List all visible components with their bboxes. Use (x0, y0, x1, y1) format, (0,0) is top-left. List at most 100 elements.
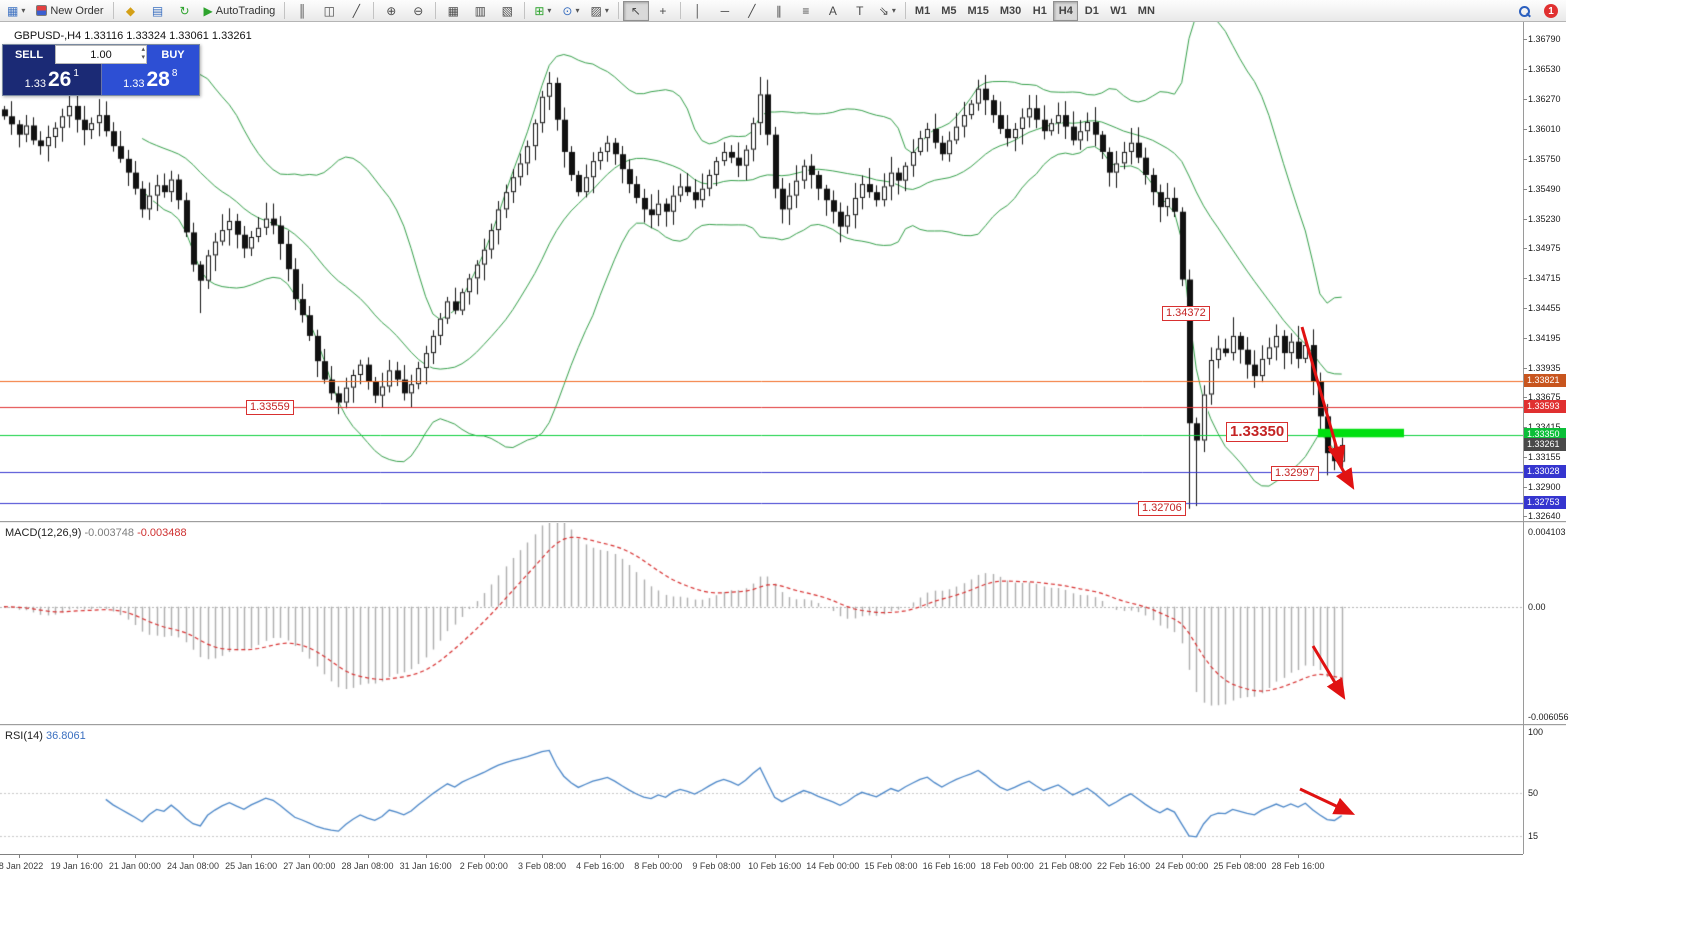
time-axis-tick (426, 855, 427, 858)
price-axis-tag: 1.33593 (1524, 399, 1566, 413)
mt4-window: ▦ ▾ New Order ◆ ▤ ↻ ▶ AutoTrading ║ ◫ ╱ … (0, 0, 1566, 875)
stepper-down-icon[interactable]: ▾ (141, 54, 145, 61)
time-axis-label: 24 Jan 08:00 (166, 861, 220, 871)
market-watch-button[interactable]: ▤ (145, 1, 171, 21)
time-axis-label: 25 Jan 16:00 (225, 861, 278, 871)
arrows-button[interactable]: ⇘ ▾ (874, 1, 901, 21)
time-axis-tick (193, 855, 194, 858)
rsi-axis-label: 15 (1528, 830, 1539, 841)
time-axis-label: 8 Feb 00:00 (634, 861, 683, 871)
line-chart-icon: ╱ (352, 3, 360, 18)
price-axis-label: 1.35490 (1528, 183, 1561, 194)
rsi-axis-label: 50 (1528, 788, 1539, 799)
macd-axis-label: 0.00 (1528, 601, 1546, 612)
channel-button[interactable]: ∥ (766, 1, 792, 21)
buy-price-big: 28 (146, 67, 170, 91)
tile-windows-icon: ▦ (447, 3, 459, 18)
indicators-button[interactable]: ⊞ ▾ (529, 1, 556, 21)
buy-price[interactable]: 1.33 28 8 (101, 64, 199, 95)
timeframe-m1-button[interactable]: M1 (914, 4, 931, 17)
autotrading-label: AutoTrading (215, 4, 276, 17)
volume-stepper[interactable]: ▴ ▾ (141, 46, 145, 62)
line-chart-button[interactable]: ╱ (343, 1, 369, 21)
timeframe-h1-button[interactable]: H1 (1032, 4, 1047, 17)
sell-button[interactable]: SELL (3, 45, 55, 64)
price-axis-label: 1.36010 (1528, 123, 1561, 134)
tile-windows-button[interactable]: ▦ (440, 1, 466, 21)
periods-button[interactable]: ⊙ ▾ (557, 1, 584, 21)
symbol-ohlc-readout: GBPUSD-,H4 1.33116 1.33324 1.33061 1.332… (14, 30, 252, 42)
volume-input[interactable]: 1.00 ▴ ▾ (55, 45, 147, 64)
chart-shift-button[interactable]: ▧ (494, 1, 520, 21)
search-button[interactable] (1511, 1, 1537, 21)
crosshair-button[interactable]: + (650, 1, 676, 21)
timeframe-m30-button[interactable]: M30 (999, 4, 1022, 17)
time-axis-label: 19 Jan 16:00 (50, 861, 103, 871)
time-axis-label: 31 Jan 16:00 (399, 861, 452, 871)
time-axis-label: 21 Feb 08:00 (1038, 861, 1092, 871)
macd-chart-canvas[interactable] (0, 523, 1523, 724)
expert-advisors-button[interactable]: ◆ (118, 1, 144, 21)
timeframe-h4-button[interactable]: H4 (1053, 0, 1079, 21)
timeframe-d1-button[interactable]: D1 (1084, 4, 1099, 17)
toolbar-separator (112, 2, 114, 19)
horizontal-line-button[interactable]: ─ (712, 1, 738, 21)
timeframe-mn-button[interactable]: MN (1137, 4, 1155, 17)
market-watch-icon: ▤ (151, 3, 164, 18)
auto-scroll-button[interactable]: ▥ (467, 1, 493, 21)
text-button[interactable]: A (820, 1, 846, 21)
rsi-value: 36.8061 (45, 730, 86, 742)
fibonacci-button[interactable]: ≡ (793, 1, 819, 21)
one-click-trading-panel: SELL 1.00 ▴ ▾ BUY 1.33 26 1 1.33 28 8 (2, 44, 200, 96)
sell-price[interactable]: 1.33 26 1 (3, 64, 102, 95)
macd-indicator-label: MACD(12,26,9) -0.003748 -0.003488 (5, 527, 187, 539)
price-chart-canvas[interactable] (0, 22, 1523, 521)
auto-scroll-icon: ▥ (474, 3, 486, 18)
sell-price-big: 26 (48, 67, 72, 91)
price-axis-tag: 1.33028 (1524, 464, 1566, 478)
timeframe-w1-button[interactable]: W1 (1110, 4, 1127, 17)
text-label-button[interactable]: T (847, 1, 873, 21)
rsi-chart-canvas[interactable] (0, 726, 1523, 854)
toolbar-separator (524, 2, 526, 19)
templates-button[interactable]: ▨ ▾ (585, 1, 613, 21)
price-axis-label: 1.33935 (1528, 362, 1561, 373)
stepper-up-icon[interactable]: ▴ (141, 46, 145, 53)
time-axis-tick (1240, 855, 1241, 858)
time-axis-tick (135, 855, 136, 858)
time-axis-label: 2 Feb 00:00 (459, 861, 508, 871)
time-axis-tick (251, 855, 252, 858)
price-axis-label: 1.34715 (1528, 272, 1561, 283)
bar-chart-button[interactable]: ║ (289, 1, 315, 21)
timeframe-m5-button[interactable]: M5 (941, 4, 957, 17)
toolbar-separator (373, 2, 375, 19)
notification-badge[interactable]: 1 (1544, 4, 1558, 18)
time-axis-tick (542, 855, 543, 858)
sell-price-small: 1.33 (24, 77, 46, 90)
cursor-button[interactable]: ↖ (622, 0, 649, 21)
vertical-line-button[interactable]: │ (685, 1, 711, 21)
panel-divider[interactable] (0, 521, 1566, 523)
candlestick-chart-button[interactable]: ◫ (316, 1, 342, 21)
zoom-out-button[interactable]: ⊖ (405, 1, 431, 21)
chart-shift-icon: ▧ (501, 3, 513, 18)
zoom-in-button[interactable]: ⊕ (378, 1, 404, 21)
new-order-button[interactable]: New Order (31, 1, 108, 21)
trendline-button[interactable]: ╱ (739, 1, 765, 21)
buy-button[interactable]: BUY (147, 45, 199, 64)
toolbar-separator (679, 2, 681, 19)
autotrading-play-icon: ▶ (203, 3, 213, 18)
new-chart-button[interactable]: ▦ ▾ (2, 1, 30, 21)
time-axis[interactable]: 18 Jan 2022 19 Jan 16:00 21 Jan 00:00 24 Ja… (0, 854, 1523, 875)
chevron-down-icon: ▾ (547, 6, 552, 15)
text-icon: A (828, 3, 837, 18)
panel-divider[interactable] (0, 724, 1566, 726)
expert-advisors-icon: ◆ (125, 3, 136, 18)
refresh-button[interactable]: ↻ (172, 1, 198, 21)
time-axis-label: 18 Jan 2022 (0, 861, 44, 871)
indicators-icon: ⊞ (534, 3, 545, 18)
bar-chart-icon: ║ (298, 3, 307, 18)
channel-icon: ∥ (775, 3, 782, 18)
timeframe-m15-button[interactable]: M15 (967, 4, 989, 17)
autotrading-button[interactable]: ▶ AutoTrading (199, 1, 281, 21)
